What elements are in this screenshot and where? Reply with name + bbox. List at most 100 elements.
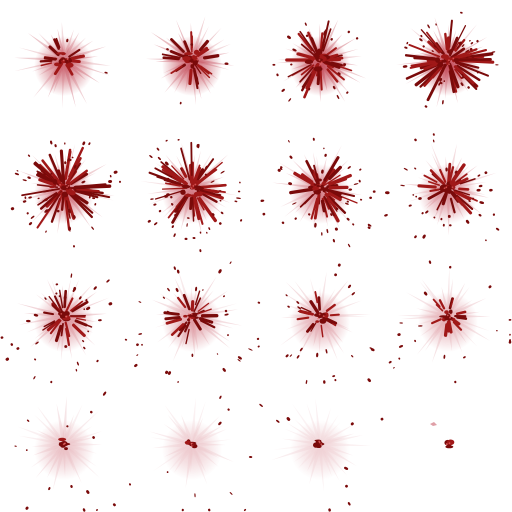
blood-splat	[49, 178, 76, 198]
droplet	[272, 63, 276, 66]
droplet	[158, 209, 162, 213]
splat-highlight	[187, 313, 190, 316]
droplet	[469, 47, 473, 51]
blood-droplets	[259, 403, 384, 512]
droplet	[447, 214, 451, 218]
droplet	[418, 80, 422, 83]
droplet	[86, 490, 90, 494]
spray-streak	[43, 311, 55, 316]
droplet	[478, 213, 482, 217]
droplet	[16, 347, 20, 350]
splat-blob	[54, 62, 61, 67]
blood-droplets	[256, 263, 375, 385]
blood-splat	[183, 312, 199, 322]
spray-streak	[199, 319, 216, 329]
droplet	[88, 142, 91, 146]
droplet	[138, 333, 143, 335]
spray-streak	[38, 178, 57, 187]
droplet	[467, 86, 470, 89]
spray-streak	[196, 64, 211, 79]
droplet	[458, 41, 463, 46]
splat-blob	[182, 56, 191, 62]
splat-highlight	[59, 56, 62, 59]
droplet	[308, 213, 311, 216]
droplet	[358, 179, 361, 183]
droplet	[456, 44, 460, 50]
droplet	[328, 508, 331, 512]
droplet	[495, 64, 499, 66]
droplet	[166, 310, 170, 313]
splat-highlight	[60, 312, 63, 315]
droplet	[216, 353, 219, 355]
droplet	[399, 322, 403, 324]
spray-streak	[163, 311, 180, 316]
spray-streak	[68, 48, 81, 58]
droplet	[425, 210, 429, 214]
spray-streak	[459, 192, 478, 202]
spray-streak	[310, 322, 317, 332]
spray-streak	[65, 327, 71, 347]
splat-blob	[441, 54, 449, 58]
droplet	[414, 339, 417, 343]
splat-blob	[56, 52, 65, 55]
droplet	[496, 329, 498, 332]
blood-splat	[54, 52, 74, 68]
droplet	[348, 188, 353, 191]
splat-blob	[52, 178, 58, 185]
splat-blob	[192, 185, 202, 189]
droplet	[369, 196, 372, 200]
droplet	[314, 222, 317, 228]
droplet	[166, 471, 169, 473]
droplet	[207, 508, 211, 512]
droplet	[370, 348, 375, 352]
droplet	[46, 209, 49, 213]
splat-highlight	[190, 445, 193, 447]
spray-streak	[300, 64, 315, 76]
droplet	[218, 269, 222, 274]
spray-streak	[45, 189, 63, 208]
droplet	[414, 138, 417, 142]
spray-streak	[409, 61, 438, 69]
glow-burst	[149, 397, 234, 488]
spray-streak	[64, 297, 74, 314]
droplet	[70, 273, 73, 278]
droplet	[220, 170, 225, 174]
droplet	[347, 30, 351, 34]
blood-spray	[163, 290, 219, 345]
spray-streak	[429, 188, 440, 193]
splat-highlight	[449, 316, 451, 319]
droplet	[415, 195, 418, 198]
splat-highlight	[449, 313, 452, 316]
splat-blob	[443, 63, 447, 67]
droplet	[367, 226, 371, 230]
droplet	[321, 169, 324, 174]
blood-splat	[58, 437, 71, 451]
splat-highlight	[448, 59, 450, 62]
droplet	[54, 144, 57, 148]
splat-blob	[313, 66, 323, 72]
droplet	[224, 313, 229, 316]
droplet	[85, 299, 88, 302]
spray-streak	[322, 28, 332, 52]
sprite-frame-12	[388, 260, 512, 384]
spray-streak	[71, 300, 89, 313]
spray-streak	[450, 297, 455, 307]
spray-streak	[72, 323, 86, 338]
spray-streak	[456, 64, 481, 82]
spray-streak	[53, 38, 60, 50]
spray-streak	[195, 309, 205, 316]
droplet	[332, 375, 336, 378]
droplet	[346, 91, 349, 94]
spray-streak	[199, 189, 219, 196]
blood-splat	[313, 439, 325, 449]
droplet	[224, 62, 229, 65]
splat-blob	[320, 313, 326, 316]
splat-blob	[190, 63, 195, 69]
splat-highlight	[66, 186, 68, 189]
droplet	[56, 209, 60, 213]
glow-burst	[17, 396, 103, 490]
droplet	[491, 51, 496, 53]
droplet	[192, 236, 196, 240]
splat-highlight	[191, 62, 193, 65]
droplet	[372, 190, 376, 193]
